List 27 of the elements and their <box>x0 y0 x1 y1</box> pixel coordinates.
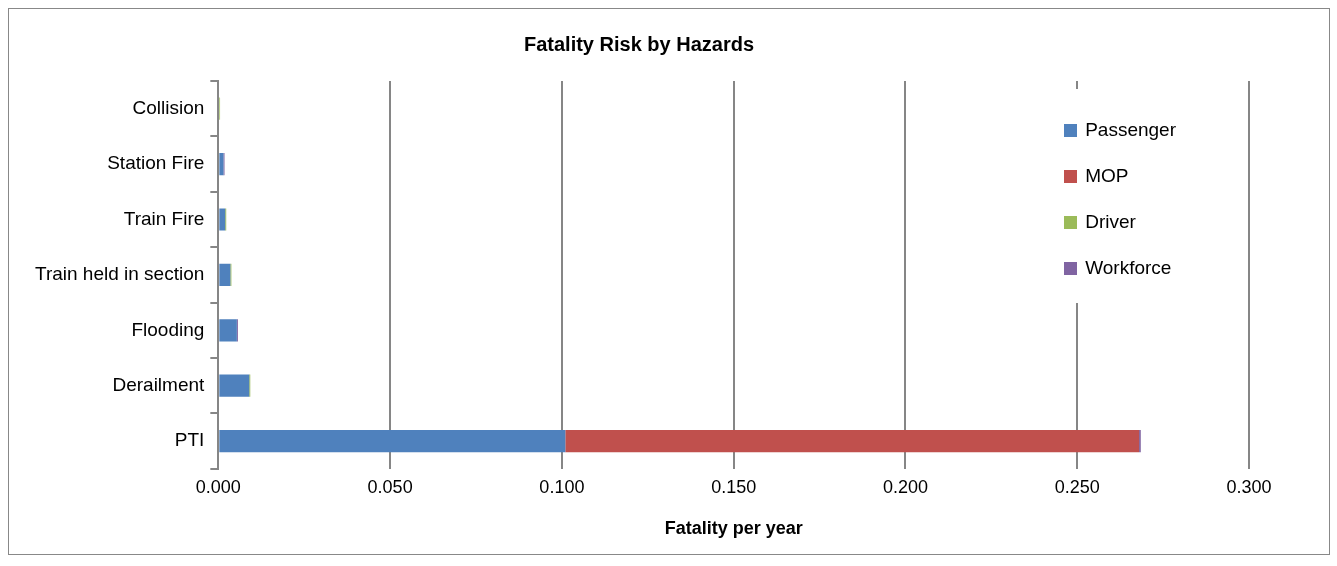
x-axis-title: Fatality per year <box>664 518 803 539</box>
x-tick-label: 0.000 <box>195 476 241 497</box>
x-tick-label: 0.150 <box>711 476 757 497</box>
bar <box>219 430 566 453</box>
legend-label: Driver <box>1085 211 1136 233</box>
legend-label: Workforce <box>1085 257 1172 279</box>
y-tick-label: Train held in section <box>34 263 205 285</box>
y-tick-label: Derailment <box>112 373 206 395</box>
bar <box>219 263 231 286</box>
x-tick-label: 0.050 <box>367 476 413 497</box>
y-tick-label: Collision <box>132 96 205 118</box>
y-tick-label: Flooding <box>131 318 205 340</box>
legend-label: Passenger <box>1085 119 1176 141</box>
legend-label: MOP <box>1085 165 1129 187</box>
bar <box>219 374 250 397</box>
x-tick-label: 0.300 <box>1226 476 1272 497</box>
bar <box>565 430 1140 453</box>
y-tick-label: PTI <box>174 429 205 451</box>
x-tick-label: 0.100 <box>539 476 585 497</box>
bar <box>219 319 237 342</box>
bar <box>219 153 224 176</box>
chart-title: Fatality Risk by Hazards <box>523 32 755 55</box>
y-tick-label: Train Fire <box>123 207 205 229</box>
x-tick-label: 0.250 <box>1054 476 1100 497</box>
x-tick-label: 0.200 <box>882 476 928 497</box>
y-tick-label: Station Fire <box>107 152 205 174</box>
bar <box>219 208 226 231</box>
